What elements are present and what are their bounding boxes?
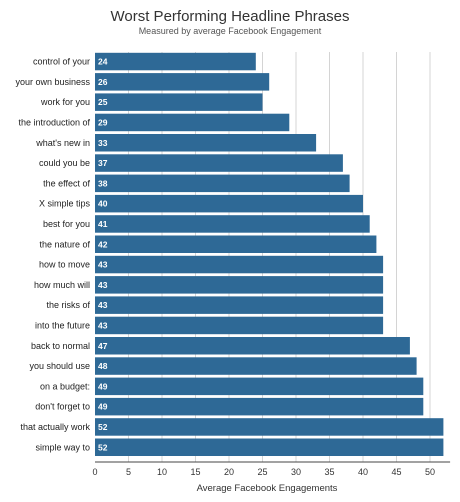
bar	[95, 73, 270, 91]
bar	[95, 296, 384, 314]
x-tick-label: 25	[257, 467, 267, 477]
bar	[95, 357, 417, 375]
category-label: the nature of	[39, 239, 90, 249]
category-label: what's new in	[35, 138, 90, 148]
bar	[95, 154, 343, 172]
value-label: 43	[98, 260, 108, 270]
value-label: 38	[98, 178, 108, 188]
value-label: 42	[98, 239, 108, 249]
category-label: best for you	[43, 219, 90, 229]
bar	[95, 52, 256, 71]
value-label: 43	[98, 280, 108, 290]
bar	[95, 397, 424, 416]
value-label: 52	[98, 442, 108, 452]
bar	[95, 134, 317, 152]
value-label: 43	[98, 320, 108, 330]
category-label: the risks of	[46, 300, 90, 310]
bar	[95, 93, 263, 111]
chart-title: Worst Performing Headline Phrases	[111, 8, 350, 25]
x-tick-label: 45	[391, 467, 401, 477]
bar	[95, 418, 444, 436]
value-label: 41	[98, 219, 108, 229]
x-tick-label: 5	[126, 467, 131, 477]
bar	[95, 276, 384, 294]
bar	[95, 255, 384, 274]
x-tick-label: 40	[358, 467, 368, 477]
category-label: work for you	[40, 97, 90, 107]
value-label: 43	[98, 300, 108, 310]
value-label: 33	[98, 138, 108, 148]
x-tick-label: 30	[291, 467, 301, 477]
value-label: 26	[98, 77, 108, 87]
x-tick-label: 15	[190, 467, 200, 477]
value-label: 40	[98, 199, 108, 209]
value-label: 49	[98, 381, 108, 391]
category-label: your own business	[15, 77, 90, 87]
category-label: you should use	[29, 361, 90, 371]
value-label: 47	[98, 341, 108, 351]
x-tick-label: 0	[92, 467, 97, 477]
category-label: how much will	[34, 280, 90, 290]
value-label: 49	[98, 402, 108, 412]
value-label: 37	[98, 158, 108, 168]
bar	[95, 316, 384, 335]
category-label: the introduction of	[18, 117, 90, 127]
category-label: control of your	[33, 57, 90, 67]
category-label: on a budget:	[40, 381, 90, 391]
value-label: 29	[98, 117, 108, 127]
value-label: 25	[98, 97, 108, 107]
bar	[95, 337, 410, 355]
category-label: that actually work	[20, 422, 90, 432]
bars	[95, 52, 444, 456]
category-label: don't forget to	[35, 402, 90, 412]
bar	[95, 235, 377, 253]
category-label: could you be	[39, 158, 90, 168]
category-label: into the future	[35, 320, 90, 330]
bar	[95, 215, 370, 233]
x-tick-labels: 0 5 10 15 20 25 30 35 40 45 50	[92, 467, 435, 477]
bar	[95, 194, 363, 213]
chart-subtitle: Measured by average Facebook Engagement	[139, 26, 322, 36]
value-label: 48	[98, 361, 108, 371]
x-tick-label: 50	[425, 467, 435, 477]
value-labels: 24 26 25 29 33 37 38 40 41 42 43 43 43 43 47 48 49 49 52 52	[98, 57, 108, 453]
x-tick-label: 35	[324, 467, 334, 477]
x-axis-title: Average Facebook Engagements	[197, 483, 338, 494]
x-tick-label: 20	[224, 467, 234, 477]
category-label: X simple tips	[39, 199, 91, 209]
category-labels: control of your your own business work for…	[15, 57, 90, 453]
bar	[95, 174, 350, 193]
category-label: how to move	[39, 260, 90, 270]
value-label: 52	[98, 422, 108, 432]
category-label: back to normal	[31, 341, 90, 351]
x-tick-label: 10	[157, 467, 167, 477]
bar	[95, 377, 424, 396]
bar	[95, 438, 444, 456]
category-label: simple way to	[35, 442, 90, 452]
bar	[95, 113, 290, 132]
category-label: the effect of	[43, 178, 90, 188]
value-label: 24	[98, 57, 108, 67]
